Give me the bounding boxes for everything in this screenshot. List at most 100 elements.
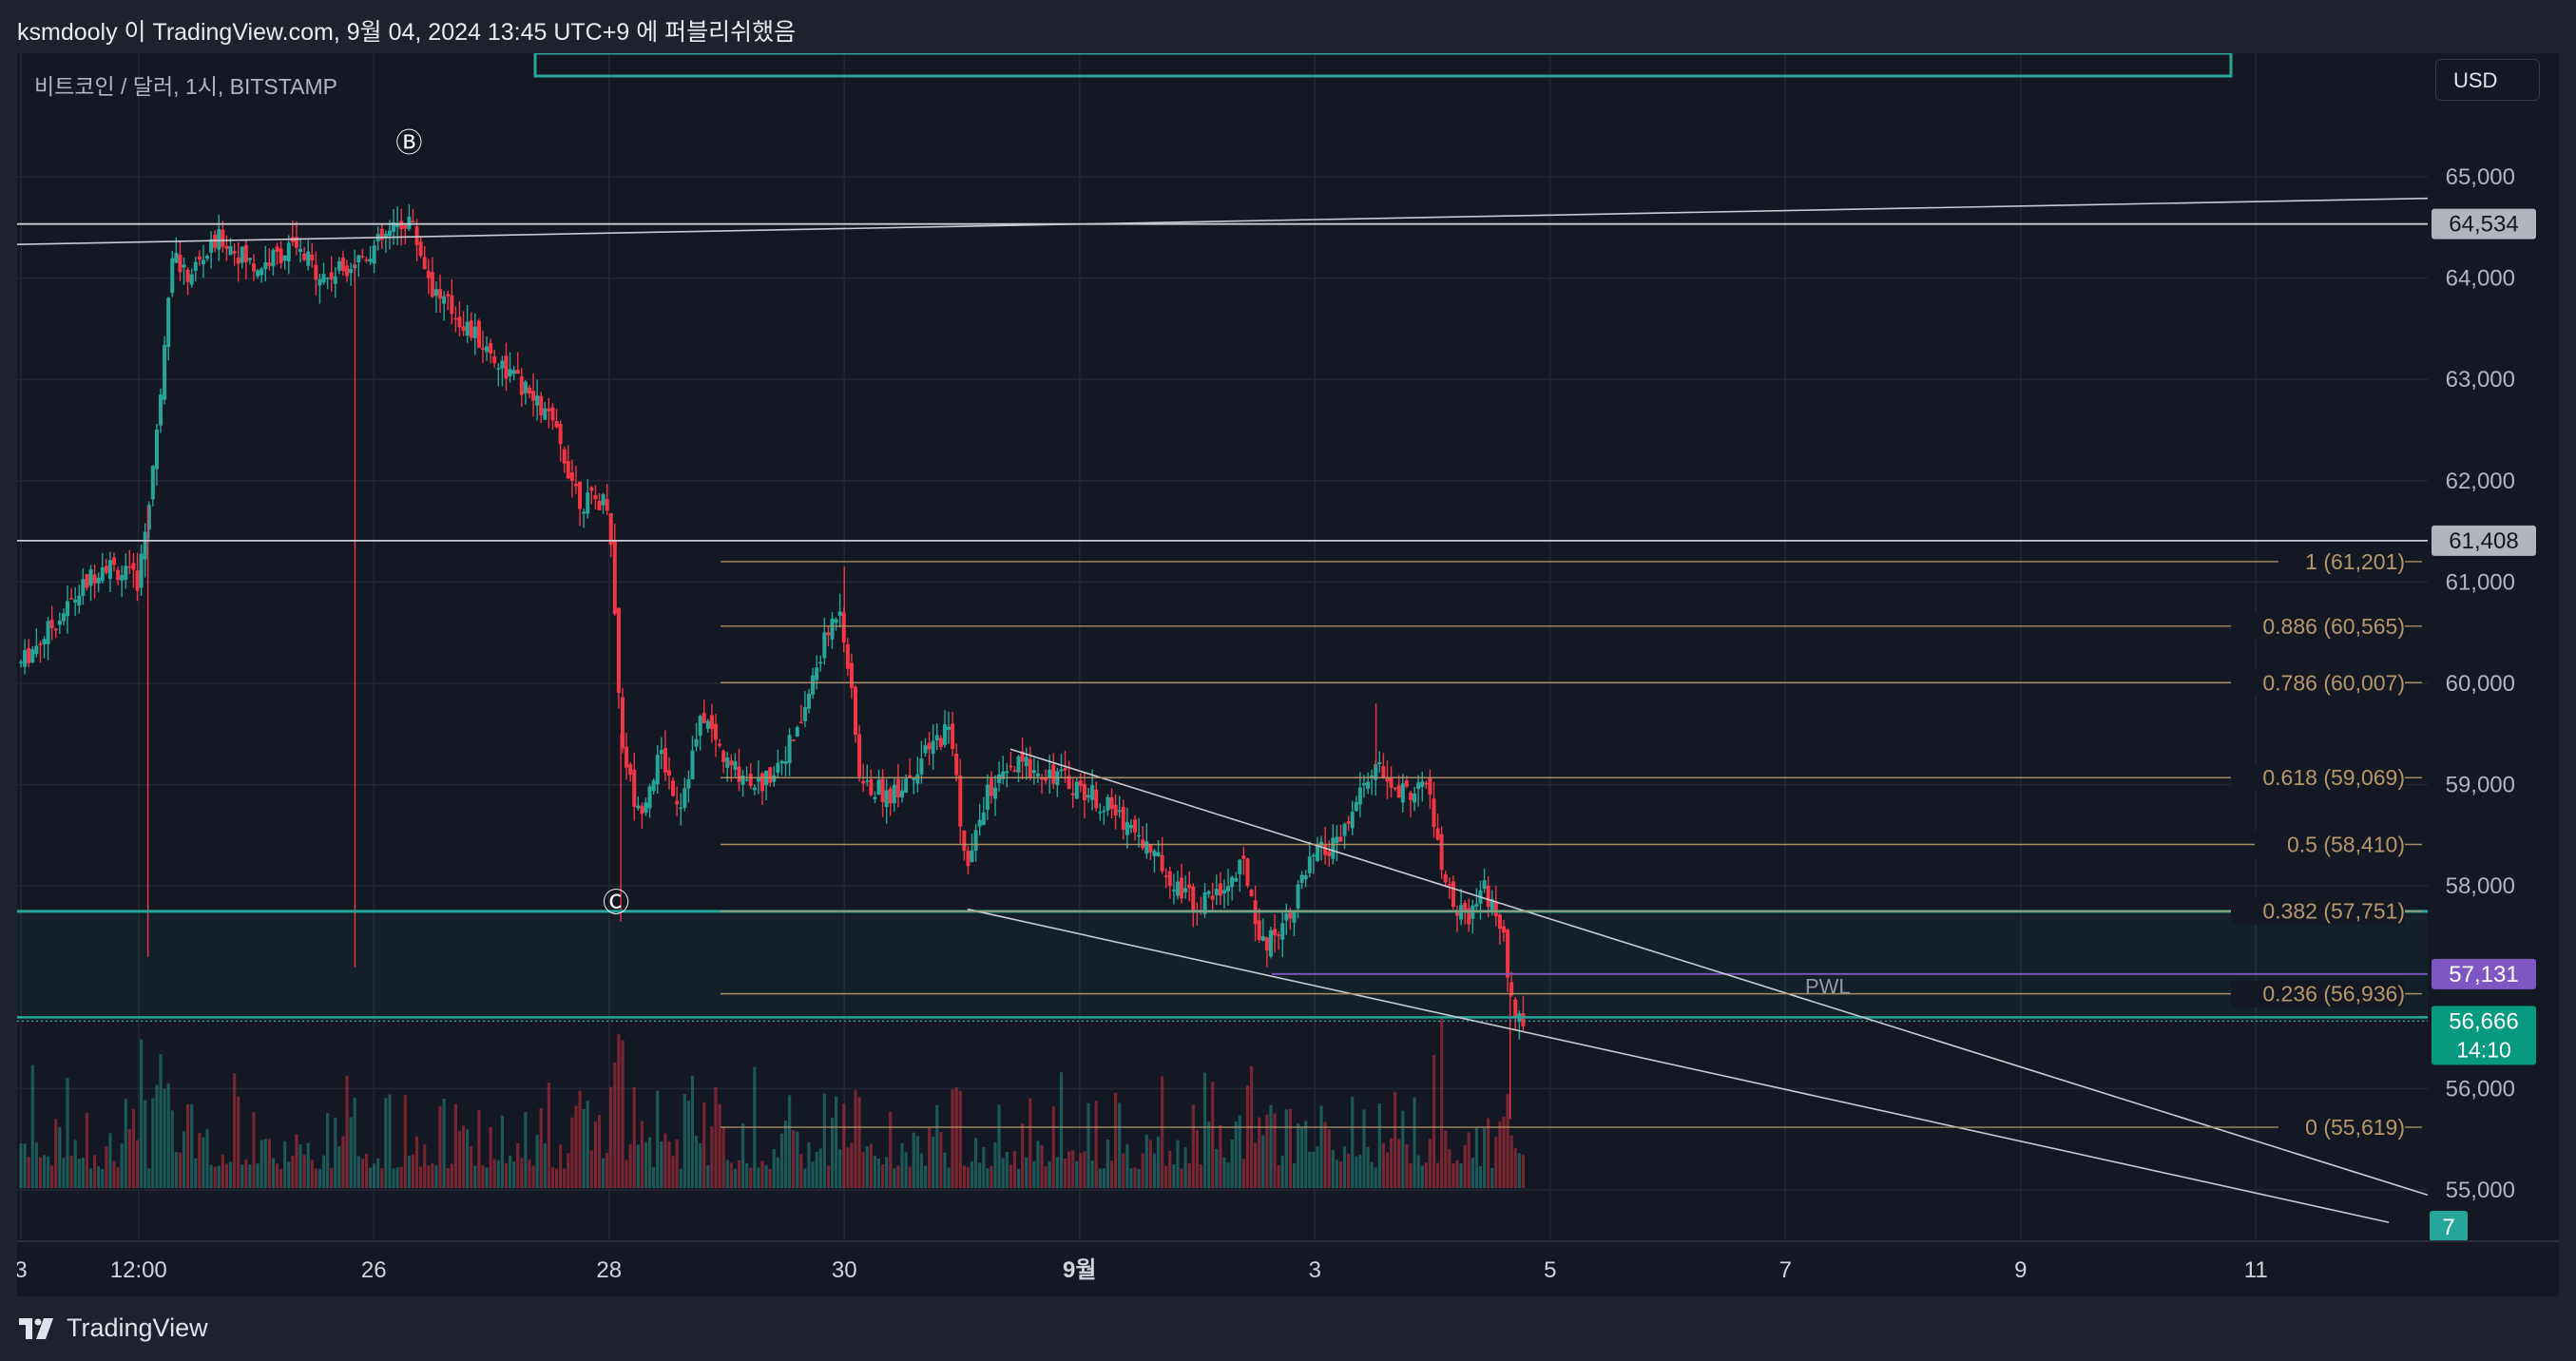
candle-body[interactable] <box>1474 904 1479 907</box>
candle-body[interactable] <box>718 743 722 746</box>
candle-body[interactable] <box>1016 757 1021 773</box>
candle-body[interactable] <box>644 802 648 814</box>
candle-body[interactable] <box>1048 769 1052 777</box>
candle-body[interactable] <box>675 800 680 805</box>
candle-body[interactable] <box>61 613 66 622</box>
candle-body[interactable] <box>349 269 354 274</box>
candle-body[interactable] <box>709 715 714 730</box>
candle-body[interactable] <box>1396 785 1401 798</box>
candle-body[interactable] <box>612 541 617 614</box>
candle-body[interactable] <box>593 494 598 500</box>
candle-body[interactable] <box>966 851 971 867</box>
candle-body[interactable] <box>951 723 955 750</box>
candle-body[interactable] <box>744 779 749 781</box>
candle-body[interactable] <box>1284 913 1289 921</box>
candle-body[interactable] <box>947 726 952 730</box>
candle-body[interactable] <box>776 762 780 774</box>
candle-body[interactable] <box>915 774 920 784</box>
candle-body[interactable] <box>1148 844 1153 853</box>
candle-body[interactable] <box>1486 885 1490 908</box>
candle-body[interactable] <box>1432 798 1436 828</box>
candle-body[interactable] <box>671 780 676 796</box>
candle-body[interactable] <box>1152 851 1157 856</box>
candle-body[interactable] <box>1202 892 1207 914</box>
candle-body[interactable] <box>1001 771 1006 779</box>
candle-body[interactable] <box>1137 834 1142 837</box>
candle-body[interactable] <box>702 713 706 723</box>
candle-body[interactable] <box>1408 792 1413 800</box>
candle-body[interactable] <box>737 766 741 782</box>
candle-body[interactable] <box>23 649 28 667</box>
candle-body[interactable] <box>733 760 738 770</box>
candle-body[interactable] <box>306 251 311 266</box>
candle-body[interactable] <box>469 320 473 338</box>
candle-body[interactable] <box>294 237 298 248</box>
candle-body[interactable] <box>49 620 54 628</box>
candle-body[interactable] <box>1482 880 1487 890</box>
candle-body[interactable] <box>224 245 229 249</box>
candle-body[interactable] <box>791 739 796 741</box>
candle-body[interactable] <box>515 370 520 374</box>
candle-body[interactable] <box>30 649 35 663</box>
candle-body[interactable] <box>275 246 279 252</box>
candle-body[interactable] <box>666 770 671 776</box>
candle-body[interactable] <box>1443 873 1448 883</box>
wedge-lower-line[interactable] <box>967 908 2390 1223</box>
candle-body[interactable] <box>489 343 493 354</box>
candle-body[interactable] <box>620 697 625 749</box>
candle-body[interactable] <box>605 499 609 511</box>
candle-body[interactable] <box>705 720 710 729</box>
candle-body[interactable] <box>1389 776 1394 788</box>
candle-body[interactable] <box>368 259 373 262</box>
candle-body[interactable] <box>1167 871 1172 887</box>
candle-body[interactable] <box>511 370 516 374</box>
candle-body[interactable] <box>884 790 889 807</box>
candle-body[interactable] <box>1393 787 1397 790</box>
price-chart[interactable]: 1 (61,201) 0.886 (60,565) 0.786 (60,007) 0.… <box>17 53 2559 1296</box>
candle-body[interactable] <box>1102 810 1106 813</box>
candle-body[interactable] <box>919 758 924 775</box>
candle-body[interactable] <box>232 251 237 254</box>
candle-body[interactable] <box>414 226 419 245</box>
candle-body[interactable] <box>1268 930 1273 957</box>
candle-body[interactable] <box>1331 837 1336 859</box>
candle-body[interactable] <box>1315 846 1319 861</box>
candle-body[interactable] <box>336 260 341 271</box>
candle-body[interactable] <box>411 220 415 222</box>
candle-body[interactable] <box>1133 819 1138 833</box>
candle-body[interactable] <box>1040 777 1045 780</box>
candle-body[interactable] <box>807 693 812 709</box>
candle-body[interactable] <box>1241 855 1246 859</box>
candle-body[interactable] <box>543 408 548 420</box>
candle-body[interactable] <box>383 234 388 239</box>
candle-body[interactable] <box>1374 764 1378 780</box>
candle-body[interactable] <box>104 565 108 573</box>
candle-body[interactable] <box>659 750 663 755</box>
candle-body[interactable] <box>682 788 687 808</box>
candle-body[interactable] <box>1257 920 1261 940</box>
candle-body[interactable] <box>146 505 151 530</box>
candle-body[interactable] <box>1094 789 1099 809</box>
candle-body[interactable] <box>66 601 70 617</box>
candle-body[interactable] <box>271 250 276 267</box>
candle-body[interactable] <box>628 764 633 776</box>
candle-body[interactable] <box>356 255 361 262</box>
candle-body[interactable] <box>888 788 893 804</box>
candle-body[interactable] <box>869 778 874 796</box>
candle-body[interactable] <box>85 574 89 588</box>
candle-body[interactable] <box>139 553 144 588</box>
candle-body[interactable] <box>679 807 683 810</box>
candle-body[interactable] <box>333 276 337 284</box>
candle-body[interactable] <box>260 268 264 276</box>
candle-body[interactable] <box>1117 810 1122 813</box>
candle-body[interactable] <box>472 326 477 338</box>
candle-body[interactable] <box>38 643 43 645</box>
candle-body[interactable] <box>1319 841 1324 846</box>
candle-body[interactable] <box>977 819 982 827</box>
candle-body[interactable] <box>112 557 117 565</box>
alert-badge[interactable] <box>2430 1211 2468 1241</box>
candle-body[interactable] <box>27 647 31 663</box>
candle-body[interactable] <box>321 274 326 283</box>
candle-body[interactable] <box>364 259 369 261</box>
candle-body[interactable] <box>1187 884 1192 889</box>
